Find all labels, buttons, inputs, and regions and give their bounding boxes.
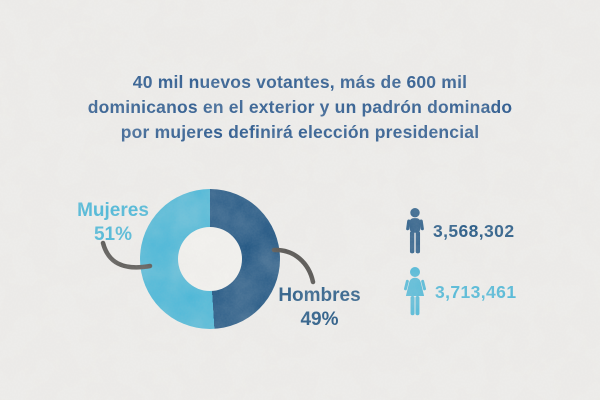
hombres-slice-label: Hombres 49%: [267, 284, 372, 332]
female-count-value: 3,713,461: [435, 281, 517, 302]
male-person-icon: [406, 208, 424, 254]
donut-hole: [178, 227, 242, 291]
female-stat-row: 3,713,461: [404, 267, 516, 317]
male-count-value: 3,568,302: [433, 221, 515, 241]
page-title: 40 mil nuevos votantes, más de 600 mil d…: [0, 70, 600, 145]
female-person-icon: [404, 267, 426, 316]
mujeres-percent-text: 51%: [93, 224, 133, 245]
title-line-2: dominicanos en el exterior y un padrón d…: [87, 97, 513, 117]
mujeres-slice-label: Mujeres 51%: [58, 199, 168, 247]
hombres-percent-text: 49%: [300, 309, 339, 330]
title-line-3: por mujeres definirá elección presidenci…: [120, 122, 480, 142]
title-line-1: 40 mil nuevos votantes, más de 600 mil: [132, 72, 468, 92]
hombres-label-text: Hombres: [278, 285, 361, 306]
mujeres-label-text: Mujeres: [77, 200, 149, 221]
male-stat-row: 3,568,302: [404, 208, 514, 255]
